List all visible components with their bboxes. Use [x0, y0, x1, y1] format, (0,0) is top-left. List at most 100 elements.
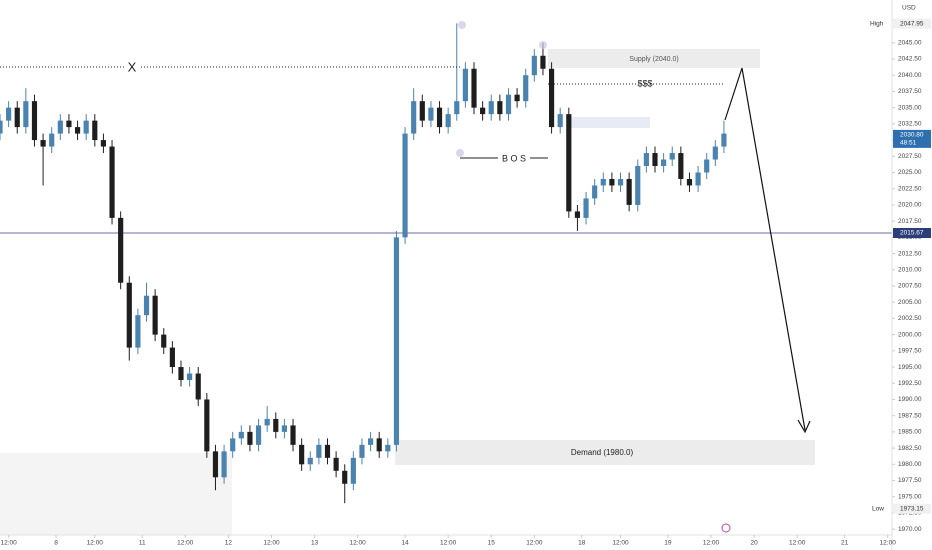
candle-body	[480, 107, 486, 115]
candle-body	[428, 107, 434, 121]
candle-body	[169, 347, 175, 368]
candle-body	[100, 140, 107, 147]
candle-body	[600, 178, 606, 186]
x-tick-label: 12:00	[789, 540, 806, 547]
y-tick-label: 2020.00	[898, 202, 922, 209]
last-badge: 2030.80	[900, 132, 924, 139]
x-tick-label: 12:00	[526, 540, 543, 547]
candle-body	[385, 444, 391, 452]
y-tick-label: 2040.00	[898, 72, 922, 79]
candle-body	[436, 107, 443, 128]
candle-body	[109, 146, 115, 218]
candle-body	[376, 438, 382, 452]
y-tick-label: 2035.00	[898, 104, 922, 111]
y-tick-label: 2005.00	[898, 299, 922, 306]
candle-body	[411, 101, 417, 134]
line-badge: 2015.67	[900, 230, 924, 237]
low-badge: 1973.15	[900, 505, 924, 512]
x-tick-label: 13	[311, 540, 319, 547]
x-tick-label: 12:00	[880, 540, 897, 547]
candle-body	[669, 153, 675, 160]
y-tick-label: 1995.00	[898, 364, 922, 371]
y-tick-label: 2025.00	[898, 169, 922, 176]
countdown: 48:51	[900, 140, 917, 147]
y-tick-label: 2007.50	[898, 283, 922, 290]
x-tick-label: 19	[664, 540, 672, 547]
candle-body	[74, 127, 81, 134]
candle-body	[66, 120, 72, 128]
candle-body	[238, 431, 244, 439]
demand-label: Demand (1980.0)	[571, 448, 634, 457]
candle-body	[462, 68, 468, 102]
candle-body	[514, 94, 520, 102]
candle-body	[212, 451, 219, 478]
demand-zone	[395, 440, 815, 465]
candle-body	[57, 120, 63, 134]
candle-body	[393, 237, 400, 445]
candle-body	[695, 172, 701, 186]
candle-body	[497, 101, 503, 115]
y-tick-label: 1980.00	[898, 461, 922, 468]
candle-body	[531, 55, 537, 76]
x-tick-label: 21	[841, 540, 849, 547]
x-tick-label: 12	[225, 540, 233, 547]
candle-body	[273, 418, 279, 432]
candle-body	[92, 120, 98, 141]
candle-body	[661, 159, 667, 167]
candle-body	[359, 444, 365, 458]
x-tick-label: 12:00	[612, 540, 629, 547]
candle-body	[299, 444, 305, 465]
shaded-zone	[0, 453, 232, 535]
low-label: Low	[872, 505, 884, 512]
y-tick-label: 1975.00	[898, 493, 922, 500]
y-tick-label: 2027.50	[898, 153, 922, 160]
high-badge: 2047.95	[900, 20, 924, 27]
candle-body	[721, 133, 727, 147]
candle-body	[255, 425, 262, 445]
candle-body	[419, 101, 425, 121]
candle-body	[83, 120, 89, 134]
candle-body	[626, 178, 632, 205]
y-tick-label: 1987.50	[898, 412, 922, 419]
candle-body	[583, 198, 589, 218]
candle-body	[574, 211, 581, 218]
candle-body	[307, 457, 313, 465]
y-tick-label: 2037.50	[898, 88, 922, 95]
candle-body	[221, 451, 227, 478]
currency: USD	[902, 5, 916, 12]
x-tick-label: 18	[578, 540, 586, 547]
candle-body	[678, 153, 684, 179]
bos-label: B O S	[502, 153, 526, 163]
y-tick-label: 2032.50	[898, 121, 922, 128]
y-tick-label: 2045.00	[898, 40, 922, 47]
x-tick-label: 12:00	[263, 540, 280, 547]
high-badge-bg	[893, 18, 931, 29]
y-tick-label: 2012.50	[898, 250, 922, 257]
y-tick-label: 1982.50	[898, 445, 922, 452]
candle-body	[187, 373, 193, 381]
candle-body	[195, 373, 201, 400]
y-tick-label: 2017.50	[898, 218, 922, 225]
candle-body	[712, 146, 718, 160]
candle-body	[704, 159, 710, 173]
line-badge-bg	[893, 228, 931, 239]
low-badge-bg	[893, 503, 931, 514]
x-tick-label: 11	[139, 540, 146, 547]
supply-label: Supply (2040.0)	[629, 56, 678, 63]
x-tick-label: 20	[750, 540, 758, 547]
candle-body	[368, 438, 374, 445]
candle-body	[635, 166, 641, 205]
candle-body	[23, 101, 29, 128]
candle-body	[204, 399, 210, 452]
candle-body	[488, 101, 494, 115]
y-tick-label: 1997.50	[898, 348, 922, 355]
candle-body	[652, 153, 658, 167]
event-icon	[721, 523, 731, 533]
candle-body	[609, 178, 615, 186]
candle-body	[161, 334, 167, 348]
candle-body	[178, 367, 184, 381]
candle-body	[264, 418, 270, 426]
y-tick-label: 1985.00	[898, 429, 922, 436]
x-tick-label: 15	[488, 540, 496, 547]
